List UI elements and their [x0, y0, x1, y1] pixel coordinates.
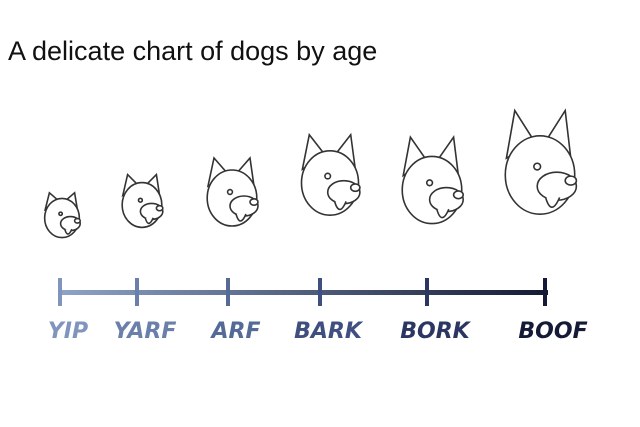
tick [226, 278, 230, 306]
dog-eye [425, 179, 434, 187]
dog-tongue [64, 228, 73, 235]
dog-nose [349, 183, 361, 193]
dog [121, 172, 164, 229]
dog-tongue [144, 217, 154, 225]
age-label: BORK [400, 319, 471, 344]
dog-eye [324, 172, 332, 180]
age-label: BARK [294, 319, 364, 344]
dog [206, 156, 259, 227]
tick [318, 278, 322, 306]
title: A delicate chart of dogs by age [8, 36, 378, 66]
age-label: YARF [114, 319, 177, 344]
tick [135, 278, 139, 306]
dog-eye [137, 197, 144, 203]
age-label: ARF [210, 319, 261, 344]
age-label: BOOF [518, 319, 587, 344]
tick [425, 278, 429, 306]
dog-eye [226, 188, 234, 196]
tick [543, 278, 547, 306]
dog-eye [533, 162, 542, 171]
dog-nose [249, 198, 259, 207]
dogs [43, 108, 578, 239]
dog-nose [452, 190, 465, 200]
age-label: YIP [48, 319, 88, 344]
dog-nose [73, 217, 81, 224]
scale: YIP YARF ARF BARK BORK BOOF [48, 278, 588, 344]
timeline [58, 290, 548, 295]
dog-tongue [544, 197, 561, 208]
dog [504, 108, 578, 216]
dog-tongue [235, 213, 247, 222]
dog [300, 132, 361, 217]
dog [43, 191, 82, 239]
dog-eye [58, 211, 64, 217]
dog-nose [564, 175, 578, 186]
dog-tongue [436, 208, 450, 219]
tick [58, 278, 62, 306]
dog-nose [155, 204, 164, 212]
dog-tongue [333, 201, 347, 211]
dog [401, 135, 465, 225]
